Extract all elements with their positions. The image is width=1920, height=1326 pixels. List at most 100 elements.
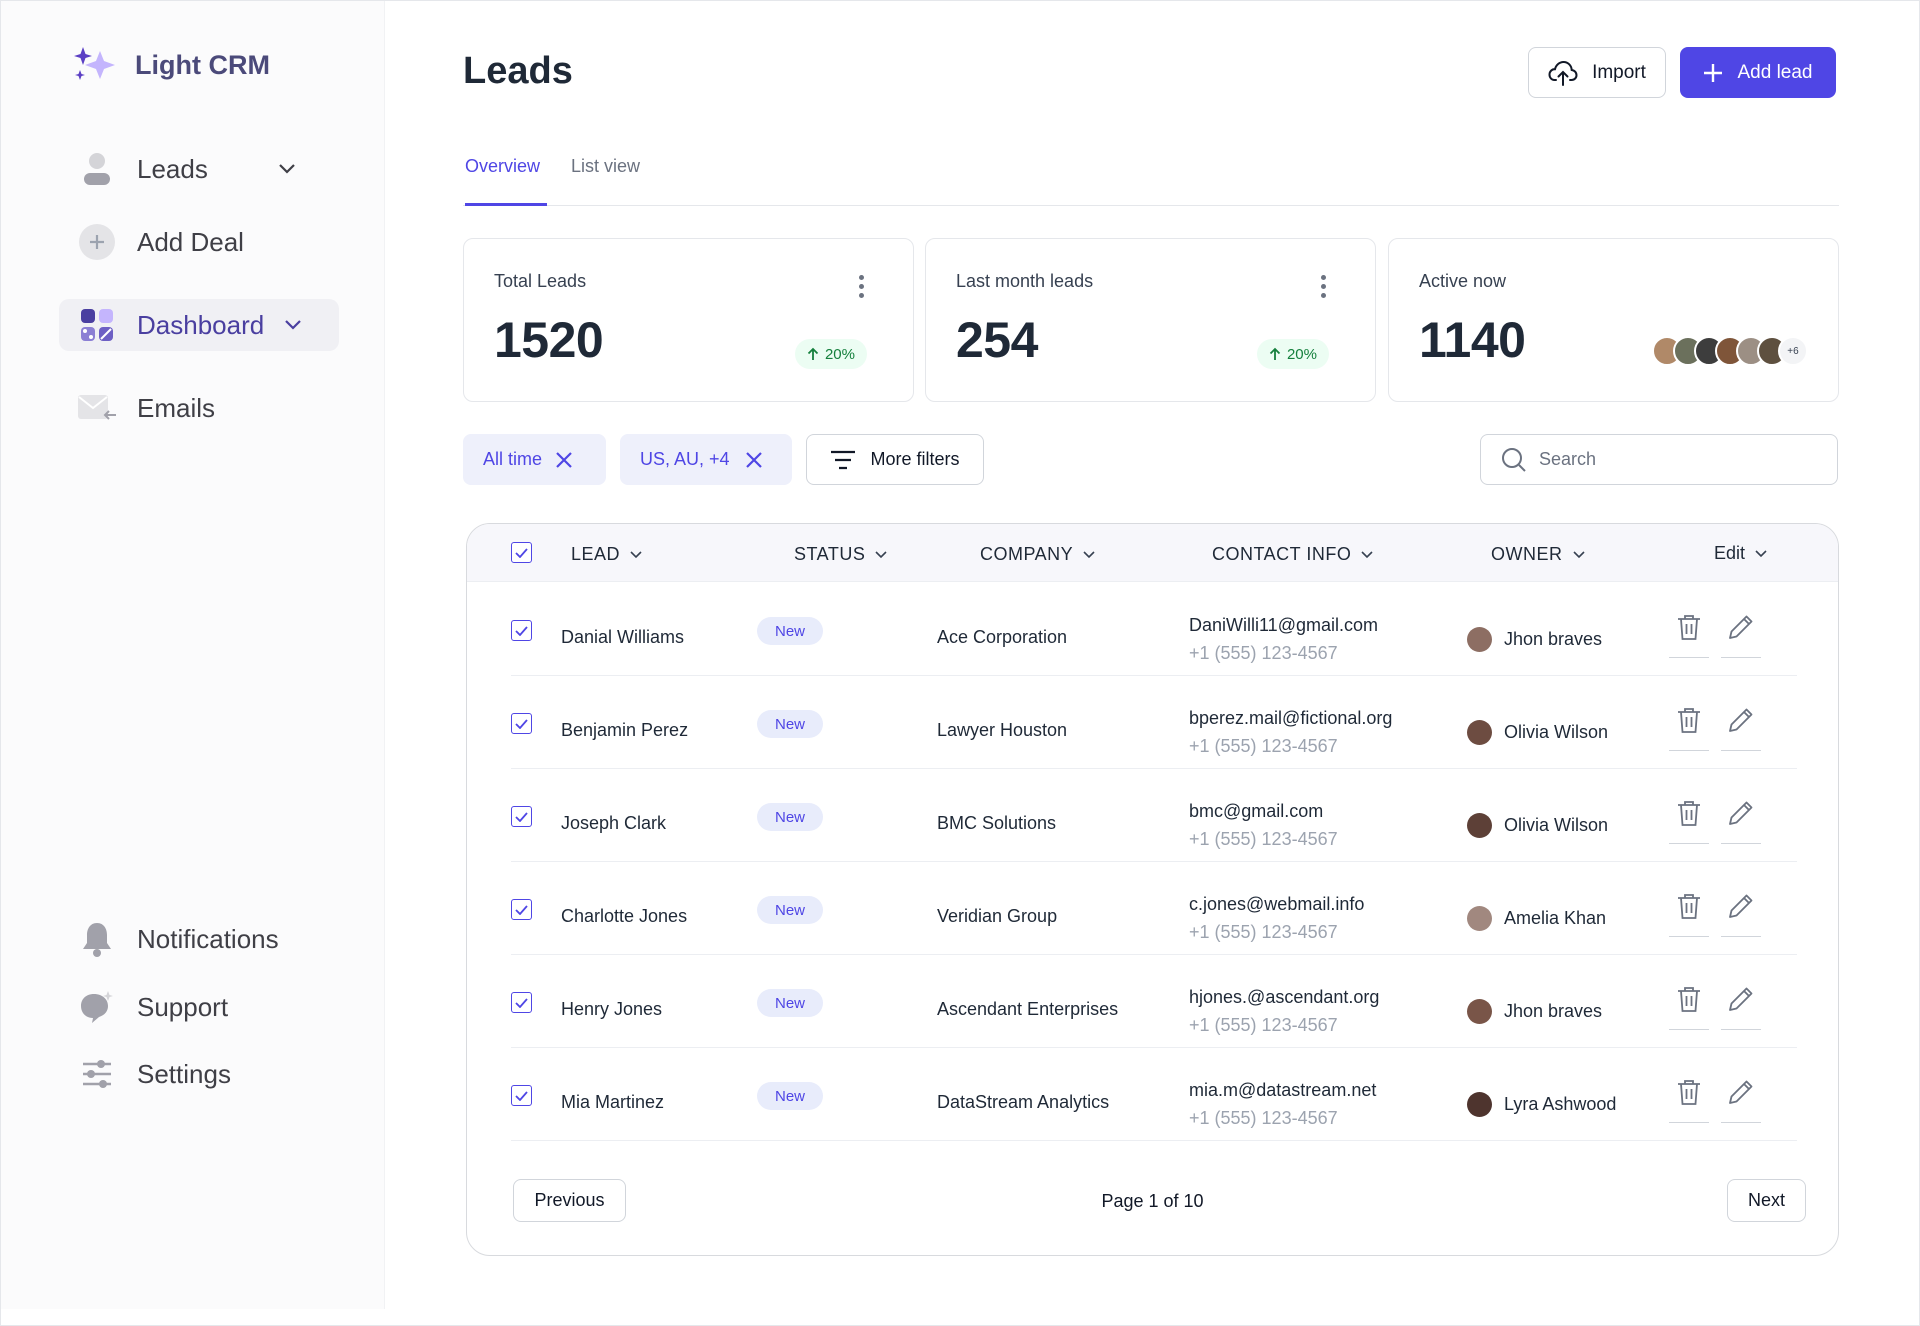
owner-name: Olivia Wilson bbox=[1504, 722, 1609, 742]
edit-button[interactable] bbox=[1721, 985, 1761, 1030]
close-icon[interactable] bbox=[554, 450, 574, 470]
previous-page-button[interactable]: Previous bbox=[513, 1179, 626, 1222]
table-row[interactable]: Joseph Clark New BMC Solutions bmc@gmail… bbox=[511, 769, 1797, 862]
sparkle-logo-icon bbox=[74, 47, 115, 80]
stat-label: Active now bbox=[1419, 271, 1507, 291]
contact-email[interactable]: c.jones@webmail.info bbox=[1189, 894, 1365, 914]
delete-button[interactable] bbox=[1669, 892, 1709, 937]
table-row[interactable]: Danial Williams New Ace Corporation Dani… bbox=[511, 583, 1797, 676]
trend-value: 20% bbox=[1286, 345, 1317, 363]
check-icon bbox=[515, 625, 528, 636]
more-filters-button[interactable]: More filters bbox=[806, 434, 984, 485]
table-row[interactable]: Benjamin Perez New Lawyer Houston bperez… bbox=[511, 676, 1797, 769]
contact-email[interactable]: bperez.mail@fictional.org bbox=[1189, 708, 1393, 728]
logo[interactable]: Light CRM bbox=[73, 45, 270, 85]
more-vertical-icon[interactable] bbox=[859, 275, 865, 302]
table-row[interactable]: Mia Martinez New DataStream Analytics mi… bbox=[511, 1048, 1797, 1141]
contact-email[interactable]: bmc@gmail.com bbox=[1189, 801, 1324, 821]
tab-bar: Overview List view bbox=[463, 150, 1839, 206]
lead-name: Danial Williams bbox=[561, 627, 685, 647]
sidebar-item-add-deal[interactable]: Add Deal bbox=[59, 216, 244, 268]
edit-button[interactable] bbox=[1721, 892, 1761, 937]
trash-icon bbox=[1678, 615, 1700, 640]
leads-table: LEAD STATUS COMPANY CONTACT INFO OWNER E… bbox=[466, 523, 1839, 1256]
status-badge: New bbox=[757, 710, 823, 738]
column-header-lead[interactable]: LEAD bbox=[571, 544, 642, 565]
check-icon bbox=[515, 547, 528, 558]
tab-list-view[interactable]: List view bbox=[571, 156, 641, 176]
grid-icon bbox=[77, 305, 117, 345]
more-filters-label: More filters bbox=[870, 449, 960, 469]
delete-button[interactable] bbox=[1669, 1078, 1709, 1123]
column-header-status[interactable]: STATUS bbox=[794, 544, 887, 565]
contact-email[interactable]: mia.m@datastream.net bbox=[1189, 1080, 1377, 1100]
contact-email[interactable]: hjones.@ascendant.org bbox=[1189, 987, 1380, 1007]
row-checkbox[interactable] bbox=[511, 992, 532, 1013]
more-vertical-icon[interactable] bbox=[1321, 275, 1327, 302]
trend-badge: 20% bbox=[1256, 339, 1329, 369]
owner-name: Jhon braves bbox=[1504, 629, 1603, 649]
chevron-down-icon[interactable] bbox=[284, 319, 302, 331]
row-checkbox[interactable] bbox=[511, 713, 532, 734]
stat-label: Total Leads bbox=[494, 271, 587, 291]
select-all-checkbox[interactable] bbox=[511, 542, 532, 563]
pencil-icon bbox=[1729, 894, 1753, 918]
row-checkbox[interactable] bbox=[511, 1085, 532, 1106]
import-label: Import bbox=[1592, 61, 1646, 83]
trash-icon bbox=[1678, 708, 1700, 733]
next-page-button[interactable]: Next bbox=[1727, 1179, 1806, 1222]
search-box[interactable] bbox=[1480, 434, 1838, 485]
company-name: DataStream Analytics bbox=[937, 1092, 1110, 1112]
filter-chip-time[interactable]: All time bbox=[463, 434, 606, 485]
table-row[interactable]: Charlotte Jones New Veridian Group c.jon… bbox=[511, 862, 1797, 955]
sidebar-item-dashboard[interactable]: Dashboard bbox=[59, 299, 339, 351]
owner: Jhon braves bbox=[1467, 999, 1602, 1024]
sidebar-item-emails[interactable]: Emails bbox=[59, 382, 215, 434]
sidebar-item-notifications[interactable]: Notifications bbox=[59, 913, 279, 965]
avatar bbox=[1467, 813, 1492, 838]
stat-value: 1520 bbox=[494, 312, 604, 368]
edit-button[interactable] bbox=[1721, 613, 1761, 658]
close-icon[interactable] bbox=[744, 450, 764, 470]
filter-chip-region[interactable]: US, AU, +4 bbox=[620, 434, 792, 485]
sidebar-item-label: Dashboard bbox=[137, 309, 265, 340]
contact-phone: +1 (555) 123-4567 bbox=[1189, 922, 1338, 942]
column-header-contact-info[interactable]: CONTACT INFO bbox=[1212, 544, 1373, 565]
trend-badge: 20% bbox=[794, 339, 867, 369]
sidebar-item-label: Notifications bbox=[137, 923, 279, 954]
page-info: Page 1 of 10 bbox=[1101, 1191, 1204, 1211]
search-input[interactable] bbox=[1539, 449, 1819, 470]
table-row[interactable]: Henry Jones New Ascendant Enterprises hj… bbox=[511, 955, 1797, 1048]
sidebar-item-leads[interactable]: Leads bbox=[59, 143, 296, 195]
lead-name: Charlotte Jones bbox=[561, 906, 688, 926]
edit-button[interactable] bbox=[1721, 706, 1761, 751]
row-checkbox[interactable] bbox=[511, 806, 532, 827]
add-lead-label: Add lead bbox=[1737, 61, 1813, 83]
sidebar-item-support[interactable]: Support bbox=[59, 981, 228, 1033]
row-checkbox[interactable] bbox=[511, 899, 532, 920]
owner: Olivia Wilson bbox=[1467, 720, 1608, 745]
chevron-down-icon bbox=[1755, 549, 1767, 557]
edit-button[interactable] bbox=[1721, 799, 1761, 844]
pencil-icon bbox=[1729, 1080, 1753, 1104]
row-checkbox[interactable] bbox=[511, 620, 532, 641]
delete-button[interactable] bbox=[1669, 985, 1709, 1030]
delete-button[interactable] bbox=[1669, 799, 1709, 844]
delete-button[interactable] bbox=[1669, 613, 1709, 658]
lead-name: Mia Martinez bbox=[561, 1092, 665, 1112]
chevron-down-icon bbox=[1572, 550, 1585, 558]
column-header-company[interactable]: COMPANY bbox=[980, 544, 1095, 565]
edit-button[interactable] bbox=[1721, 1078, 1761, 1123]
avatar-more-count: +6 bbox=[1778, 336, 1808, 366]
column-header-owner[interactable]: OWNER bbox=[1491, 544, 1585, 565]
contact-email[interactable]: DaniWilli11@gmail.com bbox=[1189, 615, 1378, 635]
tab-overview[interactable]: Overview bbox=[465, 156, 547, 206]
sidebar-item-settings[interactable]: Settings bbox=[59, 1048, 231, 1100]
contact-phone: +1 (555) 123-4567 bbox=[1189, 643, 1338, 663]
column-header-edit[interactable]: Edit bbox=[1714, 543, 1767, 564]
chevron-down-icon[interactable] bbox=[278, 163, 296, 175]
import-button[interactable]: Import bbox=[1528, 47, 1666, 98]
delete-button[interactable] bbox=[1669, 706, 1709, 751]
add-lead-button[interactable]: Add lead bbox=[1680, 47, 1836, 98]
contact-phone: +1 (555) 123-4567 bbox=[1189, 1015, 1338, 1035]
